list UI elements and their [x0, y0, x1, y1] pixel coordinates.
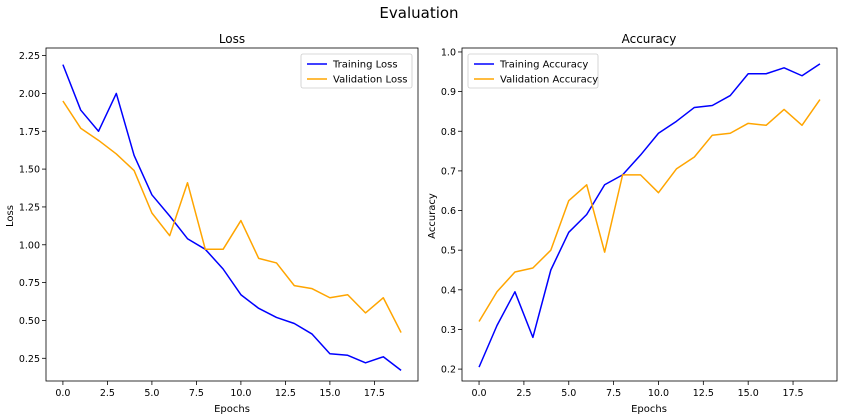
loss-y-tick-label: 1.50: [19, 165, 40, 176]
accuracy-y-tick-label: 0.9: [441, 87, 456, 98]
accuracy-y-tick-label: 0.5: [441, 246, 456, 257]
loss-x-tick-label: 0.0: [55, 388, 70, 399]
loss-x-axis-label: Epochs: [214, 404, 250, 415]
loss-x-tick-label: 5.0: [144, 388, 159, 399]
accuracy-x-tick-label: 10.0: [648, 388, 669, 399]
accuracy-axes-frame: [461, 47, 838, 382]
loss-y-tick-label: 1.75: [19, 127, 40, 138]
accuracy-x-tick-label: 7.5: [606, 388, 621, 399]
accuracy-y-tick-label: 0.4: [441, 285, 456, 296]
accuracy-legend: Training Accuracy Validation Accuracy: [467, 53, 599, 89]
loss-legend-box: [300, 53, 413, 89]
accuracy-x-tick-label: 2.5: [516, 388, 531, 399]
loss-y-tick-label: 0.50: [19, 316, 40, 327]
figure-title: Evaluation: [379, 4, 458, 22]
accuracy-x-tick-label: 12.5: [693, 388, 714, 399]
accuracy-series-line-validation: [478, 99, 821, 322]
accuracy-x-axis-label: Epochs: [631, 404, 667, 415]
loss-legend-label: Validation Loss: [333, 75, 408, 86]
loss-x-tick-label: 7.5: [189, 388, 204, 399]
accuracy-x-tick-label: 15.0: [738, 388, 759, 399]
accuracy-x-tick-label: 5.0: [561, 388, 576, 399]
accuracy-y-tick-label: 0.2: [441, 365, 456, 376]
accuracy-x-tick-label: 0.0: [471, 388, 486, 399]
accuracy-series-line-training: [478, 63, 821, 368]
loss-x-tick-label: 17.5: [364, 388, 385, 399]
loss-y-tick-label: 2.00: [19, 89, 40, 100]
accuracy-plot-area: 0.0 2.5 5.0 7.5 10.0 12.5 15.0 17.5 0.2 0.3 0.4 0.5…: [441, 47, 838, 399]
loss-series-line-validation: [62, 100, 402, 333]
loss-x-tick-label: 12.5: [275, 388, 296, 399]
loss-y-axis-label: Loss: [5, 205, 16, 227]
loss-chart-title: Loss: [219, 32, 245, 46]
loss-subplot: Loss Epochs Loss 0.0 2.5 5.0 7.5 10.0 12.5 15.…: [5, 32, 419, 415]
accuracy-legend-label: Validation Accuracy: [500, 75, 598, 86]
loss-y-tick-label: 0.75: [19, 278, 40, 289]
accuracy-x-tick-label: 17.5: [782, 388, 803, 399]
loss-legend-label: Training Loss: [332, 60, 398, 71]
accuracy-y-tick-label: 0.6: [441, 206, 456, 217]
accuracy-y-tick-label: 0.3: [441, 325, 456, 336]
loss-x-tick-label: 15.0: [319, 388, 340, 399]
loss-series-line-training: [62, 64, 402, 371]
accuracy-y-tick-label: 0.8: [441, 127, 456, 138]
loss-axes-frame: [45, 47, 419, 382]
loss-x-tick-label: 2.5: [100, 388, 115, 399]
loss-y-tick-label: 1.00: [19, 240, 40, 251]
accuracy-legend-label: Training Accuracy: [499, 60, 588, 71]
accuracy-legend-box: [467, 53, 599, 89]
loss-legend: Training Loss Validation Loss: [300, 53, 413, 89]
loss-y-tick-label: 2.25: [19, 51, 40, 62]
loss-x-tick-label: 10.0: [230, 388, 251, 399]
accuracy-y-tick-label: 0.7: [441, 166, 456, 177]
loss-y-tick-label: 0.25: [19, 354, 40, 365]
accuracy-chart-title: Accuracy: [622, 32, 677, 46]
accuracy-subplot: Accuracy Epochs Accuracy 0.0 2.5 5.0 7.5 10.…: [427, 32, 838, 415]
loss-plot-area: 0.0 2.5 5.0 7.5 10.0 12.5 15.0 17.5 0.25 0.50 0.75…: [19, 47, 419, 399]
loss-y-tick-label: 1.25: [19, 202, 40, 213]
accuracy-y-axis-label: Accuracy: [427, 193, 438, 239]
accuracy-y-tick-label: 1.0: [441, 47, 456, 58]
